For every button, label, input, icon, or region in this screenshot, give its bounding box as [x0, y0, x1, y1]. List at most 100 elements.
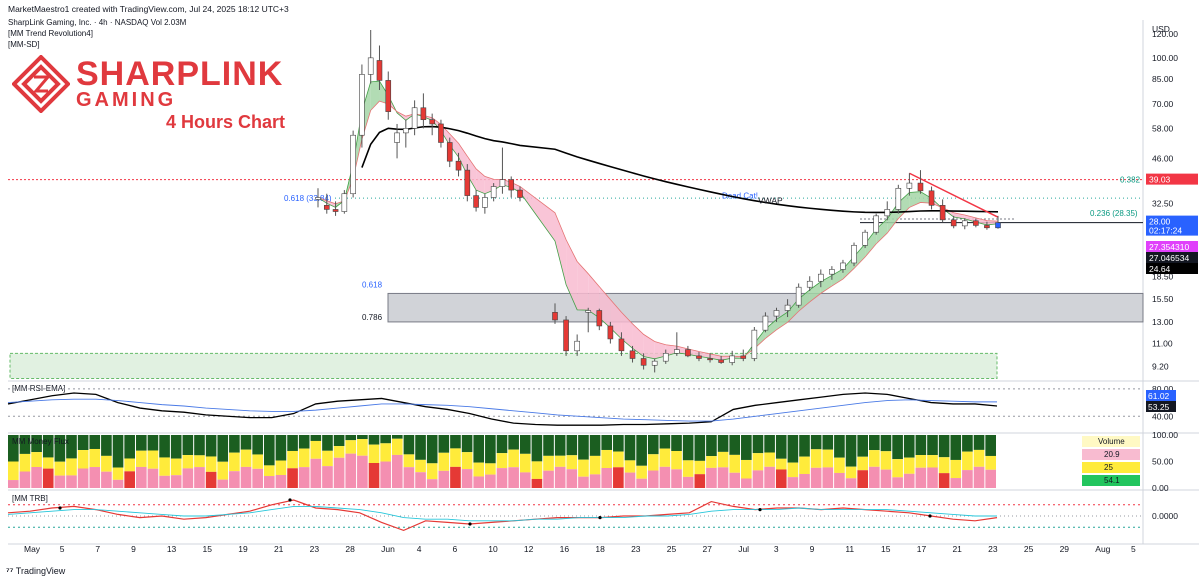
candle-body [563, 319, 569, 352]
flux-yellow [519, 453, 531, 473]
flux-green [205, 435, 217, 457]
flux-red [182, 468, 194, 488]
flux-green [880, 435, 892, 452]
flux-bar [473, 435, 485, 488]
candle [784, 299, 791, 318]
flux-red [717, 467, 729, 488]
candle [928, 186, 935, 210]
flux-red [764, 466, 775, 488]
candle-body [917, 182, 924, 192]
candle [729, 350, 736, 366]
flux-yellow [194, 455, 205, 468]
flux-red [380, 461, 391, 488]
price-tick-label: 13.00 [1152, 317, 1174, 327]
trb-pivot-dot [468, 522, 472, 526]
flux-red [101, 471, 112, 488]
flux-green [333, 435, 345, 447]
zone-label-top: 0.618 [362, 280, 383, 289]
flux-green [741, 435, 752, 460]
flux-bar [322, 435, 333, 488]
flux-green [554, 435, 566, 456]
flux-red [287, 468, 298, 488]
trend-ribbon-segment [588, 273, 600, 318]
flux-red [485, 474, 496, 488]
candle-body [873, 215, 879, 233]
candle [618, 332, 625, 356]
flux-green [275, 435, 287, 461]
flux-green [938, 435, 950, 458]
candle [995, 215, 1001, 229]
candle [773, 307, 780, 322]
flux-green [461, 435, 473, 453]
candle-body [438, 123, 444, 143]
flux-yellow [450, 448, 461, 467]
candle [464, 164, 471, 202]
candle-body [784, 304, 791, 311]
flux-yellow [391, 438, 403, 455]
candle [984, 221, 990, 230]
candle-body [464, 169, 471, 196]
indicator-trend: [MM Trend Revolution4] [8, 29, 93, 38]
flux-bar [531, 435, 543, 488]
trb-pivot-dot [758, 508, 762, 512]
flux-yellow [741, 459, 752, 479]
flux-yellow [589, 455, 601, 475]
candle [552, 303, 558, 324]
flux-bar [985, 435, 996, 488]
flux-yellow [205, 456, 217, 472]
flux-bar [822, 435, 834, 488]
trend-ribbon-segment [643, 334, 655, 359]
flux-bar [66, 435, 77, 488]
time-tick-label: 11 [845, 544, 854, 554]
flux-bar [903, 435, 915, 488]
candle-body [482, 197, 488, 208]
flux-red [962, 470, 973, 488]
flux-green [636, 435, 647, 466]
flux-green [438, 435, 450, 453]
candle-body [574, 340, 580, 352]
sharplink-logo-icon [12, 55, 70, 113]
flux-bar [659, 435, 671, 488]
flux-yellow [461, 452, 473, 470]
logo-wordmark: SHARPLINK [76, 55, 284, 93]
candle-body [829, 269, 835, 275]
flux-green [170, 435, 182, 459]
flux-yellow [927, 455, 938, 468]
flux-red [66, 475, 77, 488]
candle-body [961, 220, 968, 227]
flux-bar [706, 435, 717, 488]
chart-timeframe-caption: 4 Hours Chart [166, 112, 286, 132]
flux-yellow [426, 463, 438, 480]
flux-red [822, 467, 834, 488]
trb-pivot-dot [288, 498, 292, 502]
flux-yellow [857, 456, 869, 471]
candle-body [618, 338, 625, 352]
flux-green [42, 435, 54, 458]
candle-body [499, 179, 506, 187]
candle-body [696, 355, 702, 359]
rsi-ema-line [7, 398, 997, 422]
price-tick-label: 58.00 [1152, 123, 1174, 133]
flux-legend-header [1082, 436, 1140, 447]
trend-ribbon-segment [820, 275, 832, 294]
time-tick-label: 13 [167, 544, 177, 554]
flux-bar [19, 435, 31, 488]
price-tag-bg [1146, 263, 1198, 274]
price-tag-text: 27.354310 [1149, 242, 1189, 252]
flux-bar [962, 435, 973, 488]
candle [829, 266, 835, 280]
flux-bar [729, 435, 741, 488]
flux-red [845, 478, 857, 488]
flux-yellow [845, 466, 857, 479]
candle-body [928, 190, 935, 206]
candle-body [895, 187, 902, 210]
flux-bar [764, 435, 775, 488]
flux-red [566, 469, 578, 488]
trb-pivot-dot [598, 516, 602, 520]
flux-green [112, 435, 124, 468]
flux-bar [496, 435, 508, 488]
flux-green [985, 435, 996, 456]
candle-body [629, 350, 636, 359]
flux-green [508, 435, 519, 450]
